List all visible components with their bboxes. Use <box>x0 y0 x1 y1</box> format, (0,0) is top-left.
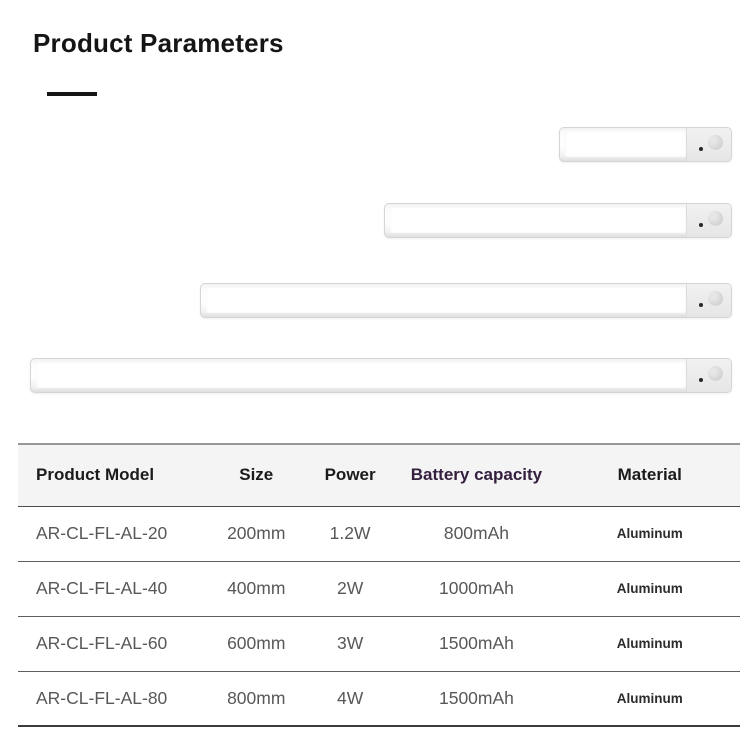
cell-size: 600mm <box>205 616 307 672</box>
light-bar-endcap <box>686 128 731 161</box>
light-bar-diffuser <box>565 131 686 157</box>
cell-power: 2W <box>306 561 394 617</box>
cell-battery-capacity: 1500mAh <box>393 671 560 727</box>
cell-battery-capacity: 1500mAh <box>393 616 560 672</box>
cell-product-model: AR-CL-FL-AL-20 <box>18 506 206 562</box>
cell-material: Aluminum <box>559 561 740 617</box>
cell-product-model: AR-CL-FL-AL-60 <box>18 616 206 672</box>
light-bar-short <box>559 127 732 162</box>
light-bar-long <box>200 283 732 318</box>
column-header-product-model: Product Model <box>18 444 206 507</box>
light-bar-endcap <box>686 359 731 392</box>
cell-size: 800mm <box>205 671 307 727</box>
table-row: AR-CL-FL-AL-60 600mm 3W 1500mAh Aluminum <box>18 616 740 672</box>
cell-product-model: AR-CL-FL-AL-80 <box>18 671 206 727</box>
cell-battery-capacity: 800mAh <box>393 506 560 562</box>
light-bar-diffuser <box>390 207 686 233</box>
page-title: Product Parameters <box>33 28 284 58</box>
motion-sensor-icon <box>708 291 723 306</box>
cell-power: 4W <box>306 671 394 727</box>
light-bar-endcap <box>686 204 731 237</box>
title-underline <box>47 92 97 96</box>
table-row: AR-CL-FL-AL-20 200mm 1.2W 800mAh Aluminu… <box>18 506 740 562</box>
motion-sensor-icon <box>708 366 723 381</box>
cell-product-model: AR-CL-FL-AL-40 <box>18 561 206 617</box>
light-bar-endcap <box>686 284 731 317</box>
column-header-power: Power <box>306 444 394 507</box>
column-header-size: Size <box>205 444 307 507</box>
cell-size: 200mm <box>205 506 307 562</box>
cell-material: Aluminum <box>559 506 740 562</box>
cell-size: 400mm <box>205 561 307 617</box>
cell-power: 1.2W <box>306 506 394 562</box>
indicator-led-icon <box>699 223 703 227</box>
light-bar-extra-long <box>30 358 732 393</box>
column-header-material: Material <box>559 444 740 507</box>
indicator-led-icon <box>699 147 703 151</box>
light-bar-diffuser <box>206 287 686 313</box>
cell-battery-capacity: 1000mAh <box>393 561 560 617</box>
column-header-battery-capacity: Battery capacity <box>393 444 560 507</box>
cell-power: 3W <box>306 616 394 672</box>
table-row: AR-CL-FL-AL-80 800mm 4W 1500mAh Aluminum <box>18 671 740 727</box>
motion-sensor-icon <box>708 135 723 150</box>
light-bar-medium <box>384 203 732 238</box>
indicator-led-icon <box>699 303 703 307</box>
table-header-row: Product Model Size Power Battery capacit… <box>18 444 740 507</box>
motion-sensor-icon <box>708 211 723 226</box>
indicator-led-icon <box>699 378 703 382</box>
cell-material: Aluminum <box>559 671 740 727</box>
cell-material: Aluminum <box>559 616 740 672</box>
product-spec-table: Product Model Size Power Battery capacit… <box>18 443 740 727</box>
light-bar-diffuser <box>36 362 686 388</box>
table-row: AR-CL-FL-AL-40 400mm 2W 1000mAh Aluminum <box>18 561 740 617</box>
